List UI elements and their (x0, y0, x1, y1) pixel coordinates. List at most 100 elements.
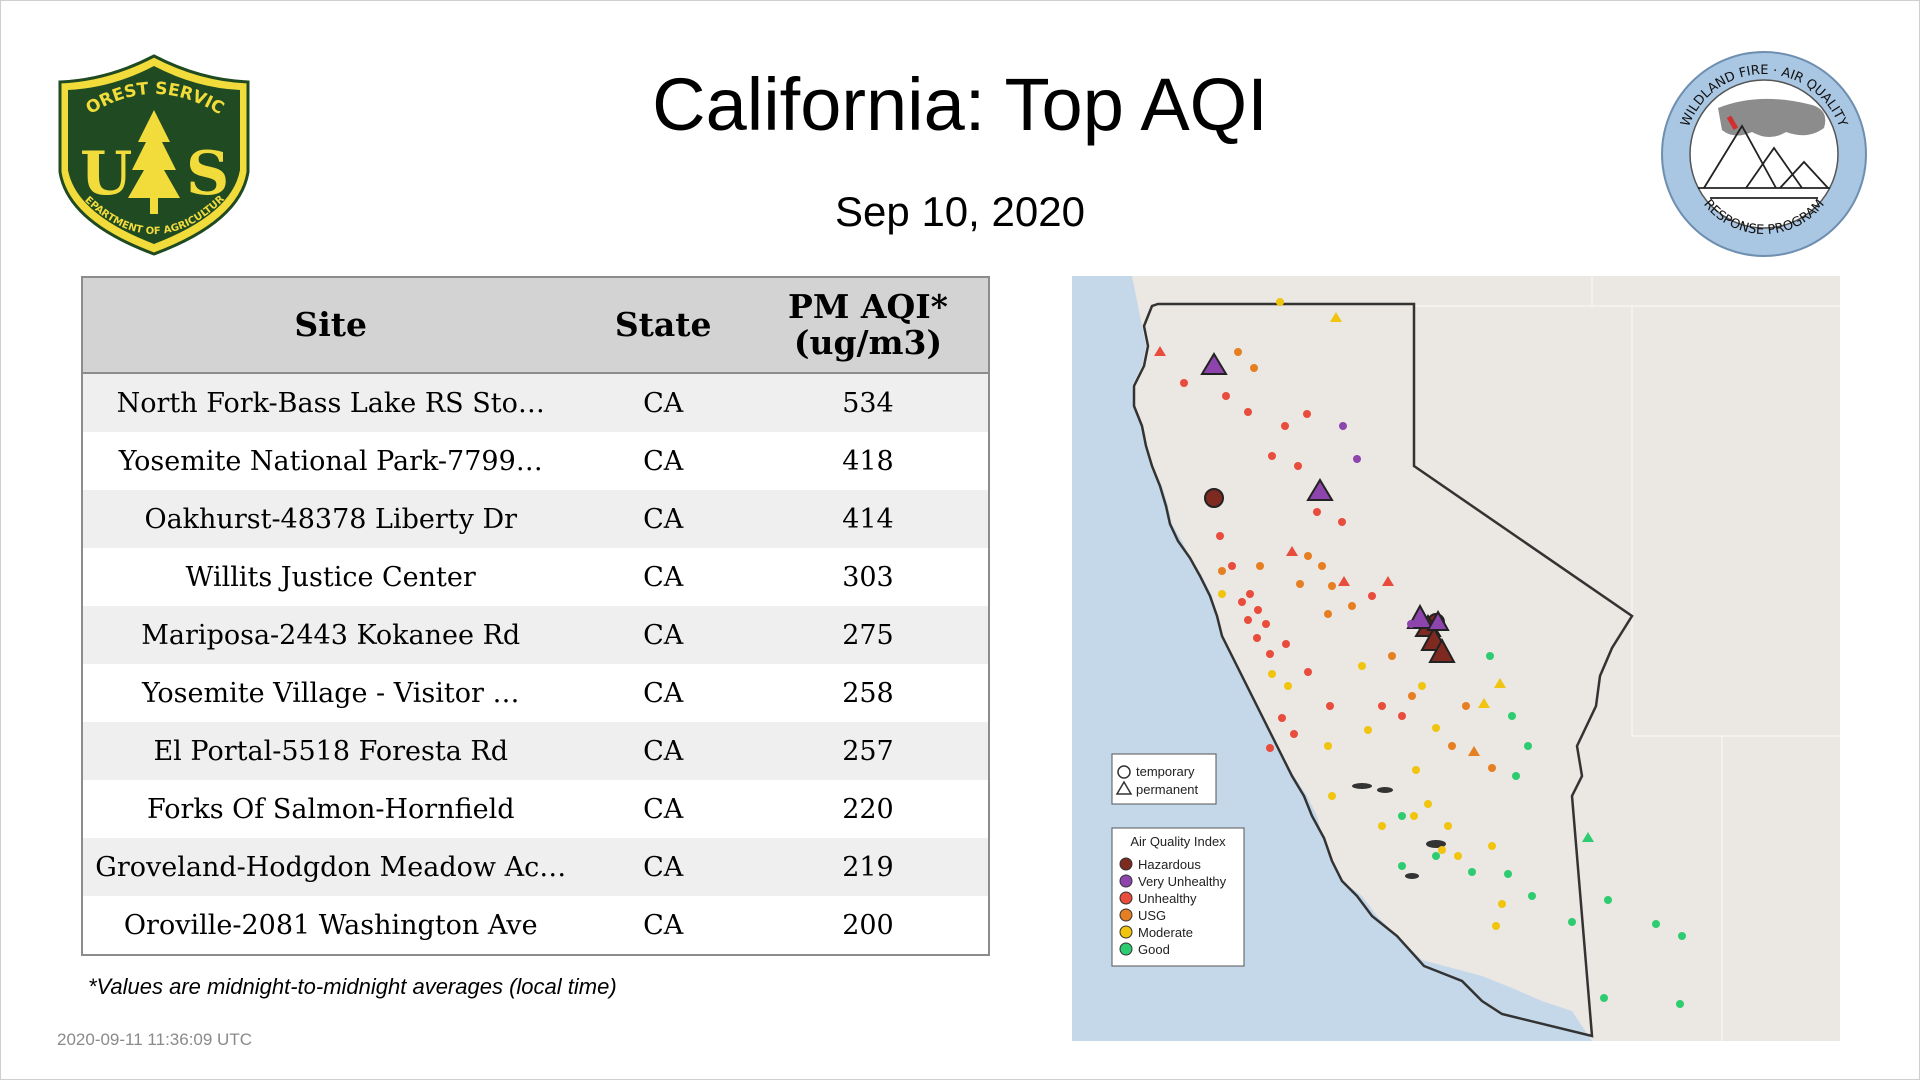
marker-unhealthy (1268, 452, 1276, 460)
marker-good (1652, 920, 1660, 928)
marker-very-unhealthy (1426, 609, 1450, 631)
row-site: North Fork-Bass Lake RS Sto… (82, 373, 579, 432)
marker-moderate (1218, 590, 1226, 598)
row-state: CA (578, 490, 748, 548)
marker-usg (1296, 580, 1304, 588)
marker-moderate (1410, 812, 1418, 820)
marker-hazardous (1428, 637, 1456, 663)
legend-hazardous: Hazardous (1138, 857, 1201, 872)
marker-good (1528, 892, 1536, 900)
marker-usg (1318, 562, 1326, 570)
marker-moderate (1444, 822, 1452, 830)
row-site: Yosemite Village - Visitor … (82, 664, 579, 722)
legend-unhealthy: Unhealthy (1138, 891, 1197, 906)
row-aqi: 220 (747, 780, 989, 838)
header-state: State (578, 277, 748, 374)
marker-unhealthy (1222, 392, 1230, 400)
marker-usg (1218, 567, 1226, 575)
marker-good (1398, 862, 1406, 870)
state-borders (1414, 276, 1840, 1041)
table-row: Forks Of Salmon-Hornfield CA 220 (82, 780, 989, 838)
row-state: CA (578, 432, 748, 490)
smoke-icon (1718, 98, 1826, 137)
monitor-markers (1154, 298, 1686, 1008)
marker-unhealthy (1244, 616, 1252, 624)
marker-usg (1256, 562, 1264, 570)
marker-moderate (1284, 682, 1292, 690)
marker-usg (1448, 742, 1456, 750)
aqi-table: Site State PM AQI* (ug/m3) North Fork-Ba… (81, 276, 990, 956)
marker-moderate (1330, 312, 1342, 322)
marker-unhealthy (1398, 712, 1406, 720)
table-row: Oakhurst-48378 Liberty Dr CA 414 (82, 490, 989, 548)
marker-good (1604, 896, 1612, 904)
row-state: CA (578, 722, 748, 780)
row-state: CA (578, 896, 748, 955)
marker-usg (1328, 582, 1336, 590)
marker-very-unhealthy (1339, 422, 1347, 430)
marker-good (1468, 868, 1476, 876)
marker-moderate (1364, 726, 1372, 734)
table-row: Yosemite National Park-7799… CA 418 (82, 432, 989, 490)
marker-unhealthy (1281, 422, 1289, 430)
flame-marker-icon (1726, 115, 1739, 131)
table-row: North Fork-Bass Lake RS Sto… CA 534 (82, 373, 989, 432)
marker-moderate (1412, 766, 1420, 774)
marker-unhealthy (1338, 576, 1350, 586)
aqi-legend-title: Air Quality Index (1130, 834, 1226, 849)
marker-good (1486, 652, 1494, 660)
marker-hazardous (1204, 488, 1224, 508)
marker-moderate (1276, 298, 1284, 306)
mountains-icon (1698, 124, 1830, 199)
circle-shape-icon (1117, 765, 1131, 779)
marker-unhealthy (1282, 640, 1290, 648)
marker-unhealthy (1326, 702, 1334, 710)
row-site: Forks Of Salmon-Hornfield (82, 780, 579, 838)
marker-unhealthy (1246, 590, 1254, 598)
row-state: CA (578, 606, 748, 664)
marker-moderate (1478, 698, 1490, 708)
wildland-fire-aq-logo: WILDLAND FIRE · AIR QUALITY RESPONSE PRO… (1661, 51, 1867, 257)
row-aqi: 418 (747, 432, 989, 490)
marker-moderate (1488, 842, 1496, 850)
legend-permanent: permanent (1136, 782, 1199, 797)
marker-good (1524, 742, 1532, 750)
row-site: Oakhurst-48378 Liberty Dr (82, 490, 579, 548)
logo-left-letter-u: U (80, 139, 132, 209)
marker-usg (1234, 348, 1242, 356)
marker-unhealthy (1244, 408, 1252, 416)
aqi-legend: Air Quality Index Hazardous Very Unhealt… (1111, 827, 1245, 967)
marker-moderate (1498, 900, 1506, 908)
row-aqi: 200 (747, 896, 989, 955)
forest-service-logo: FOREST SERVICE U S DEPARTMENT OF AGRICUL… (52, 52, 250, 256)
marker-good (1432, 852, 1440, 860)
marker-good (1582, 832, 1594, 842)
marker-unhealthy (1313, 508, 1321, 516)
marker-usg (1462, 702, 1470, 710)
table-row: El Portal-5518 Foresta Rd CA 257 (82, 722, 989, 780)
row-site: Groveland-Hodgdon Meadow Ac… (82, 838, 579, 896)
marker-unhealthy (1303, 410, 1311, 418)
marker-usg (1408, 692, 1416, 700)
triangle-shape-icon (1115, 780, 1133, 795)
marker-moderate (1494, 678, 1506, 688)
legend-good: Good (1138, 942, 1170, 957)
california-outline (1132, 302, 1634, 1038)
marker-good (1504, 870, 1512, 878)
marker-moderate (1358, 662, 1366, 670)
table-row: Oroville-2081 Washington Ave CA 200 (82, 896, 989, 955)
marker-very-unhealthy (1407, 620, 1415, 628)
marker-unhealthy (1294, 462, 1302, 470)
marker-unhealthy (1338, 518, 1346, 526)
marker-moderate (1268, 670, 1276, 678)
marker-moderate (1424, 800, 1432, 808)
table-row: Mariposa-2443 Kokanee Rd CA 275 (82, 606, 989, 664)
marker-unhealthy (1266, 744, 1274, 752)
legend-usg: USG (1138, 908, 1166, 923)
row-state: CA (578, 664, 748, 722)
marker-unhealthy (1216, 532, 1224, 540)
header-site: Site (82, 277, 579, 374)
row-aqi: 414 (747, 490, 989, 548)
row-aqi: 534 (747, 373, 989, 432)
marker-unhealthy (1290, 730, 1298, 738)
